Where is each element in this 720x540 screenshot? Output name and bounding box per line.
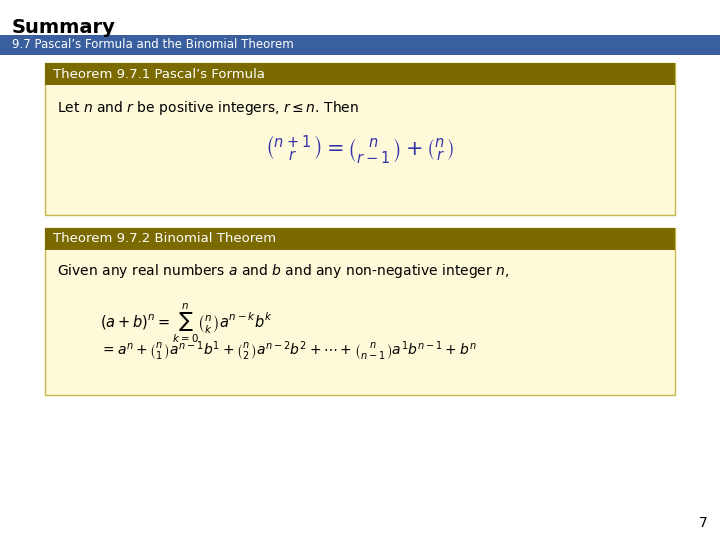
Text: Summary: Summary <box>12 18 116 37</box>
Text: Theorem 9.7.2 Binomial Theorem: Theorem 9.7.2 Binomial Theorem <box>53 233 276 246</box>
Bar <box>0 35 720 55</box>
Text: $(a + b)^n = \sum_{k=0}^{n}\binom{n}{k}a^{n-k}b^k$: $(a + b)^n = \sum_{k=0}^{n}\binom{n}{k}a… <box>100 302 273 345</box>
Text: 9.7 Pascal’s Formula and the Binomial Theorem: 9.7 Pascal’s Formula and the Binomial Th… <box>12 38 294 51</box>
Bar <box>45 63 675 85</box>
Bar <box>45 63 675 215</box>
Text: Theorem 9.7.1 Pascal’s Formula: Theorem 9.7.1 Pascal’s Formula <box>53 68 265 80</box>
Text: $= a^n + \binom{n}{1}a^{n-1}b^1 + \binom{n}{2}a^{n-2}b^2 + \cdots + \binom{n}{n-: $= a^n + \binom{n}{1}a^{n-1}b^1 + \binom… <box>100 340 477 363</box>
Text: 7: 7 <box>699 516 708 530</box>
Text: $\binom{n+1}{r} = \binom{n}{r-1} + \binom{n}{r}$: $\binom{n+1}{r} = \binom{n}{r-1} + \bino… <box>265 133 455 166</box>
Bar <box>45 228 675 250</box>
Text: Let $n$ and $r$ be positive integers, $r \leq n$. Then: Let $n$ and $r$ be positive integers, $r… <box>57 99 359 117</box>
Bar <box>45 228 675 395</box>
Text: Given any real numbers $a$ and $b$ and any non-negative integer $n$,: Given any real numbers $a$ and $b$ and a… <box>57 262 510 280</box>
